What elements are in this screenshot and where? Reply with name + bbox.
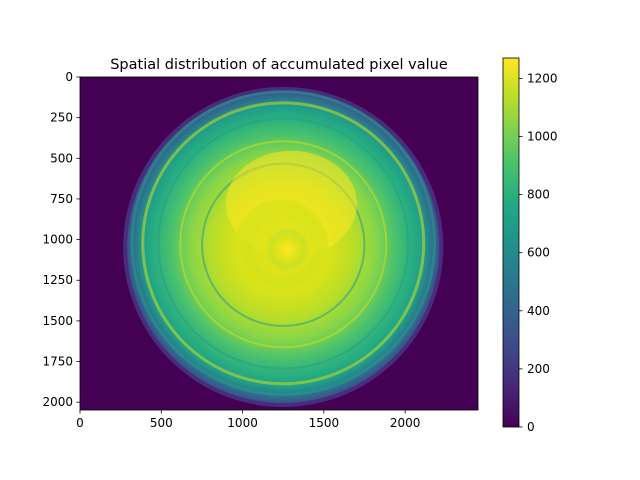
colorbar-tick-label: 1000 [527, 129, 558, 143]
y-tick-label: 750 [50, 192, 73, 206]
x-tick-label: 0 [76, 416, 84, 430]
disk-ring [157, 117, 410, 370]
x-tick-label: 500 [150, 416, 173, 430]
y-tick-label: 2000 [42, 395, 73, 409]
y-tick-label: 1500 [42, 314, 73, 328]
plot-area [80, 77, 478, 410]
disk-ring [179, 140, 388, 349]
y-tick-label: 1750 [42, 355, 73, 369]
y-tick-label: 1000 [42, 233, 73, 247]
y-axis: 0 250 500 750 1000 1250 1500 1750 2000 [42, 70, 80, 409]
colorbar-tick-label: 1200 [527, 71, 558, 85]
colorbar-tick-label: 600 [527, 246, 550, 260]
chart-title: Spatial distribution of accumulated pixe… [110, 57, 448, 73]
colorbar-tick-label: 800 [527, 188, 550, 202]
y-tick-label: 500 [50, 151, 73, 165]
x-tick-label: 2000 [390, 416, 421, 430]
colorbar-tick-label: 0 [527, 420, 535, 434]
colorbar-tick-label: 200 [527, 362, 550, 376]
colorbar-axis: 0 200 400 600 800 1000 1200 [519, 71, 558, 434]
colorbar-tick-label: 400 [527, 304, 550, 318]
y-tick-label: 250 [50, 111, 73, 125]
disk-ring [141, 101, 426, 386]
plot-frame [79, 76, 479, 411]
y-tick-label: 0 [65, 70, 73, 84]
heatmap-image [123, 86, 444, 408]
x-tick-label: 1500 [309, 416, 340, 430]
y-tick-label: 1250 [42, 273, 73, 287]
colorbar [502, 57, 520, 428]
disk-ring [130, 90, 437, 396]
x-axis: 0 500 1000 1500 2000 [76, 410, 420, 430]
peak-core [265, 227, 310, 272]
x-tick-label: 1000 [227, 416, 258, 430]
